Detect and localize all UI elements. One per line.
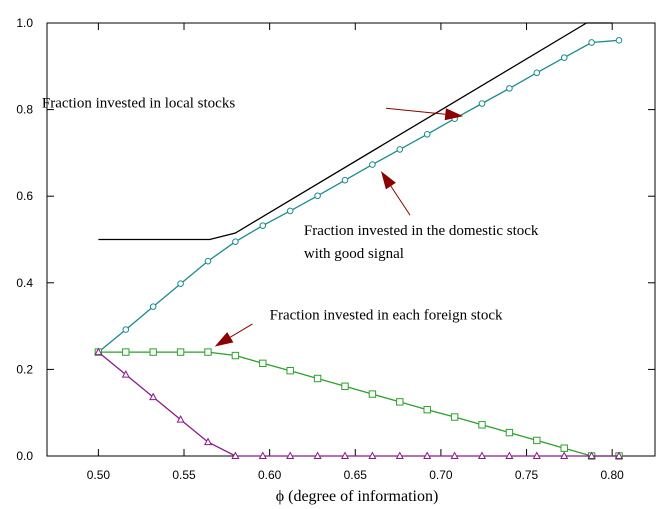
y-tick-label: 0.8 <box>16 103 33 117</box>
data-point <box>615 37 623 44</box>
annotation-arrow-head <box>214 332 234 347</box>
x-tick-label: 0.55 <box>172 468 196 482</box>
data-point <box>369 161 376 168</box>
series-line-4 <box>97 351 619 457</box>
data-point <box>286 366 294 375</box>
x-tick-label: 0.80 <box>601 468 625 482</box>
data-point <box>341 176 349 184</box>
series-line-3 <box>98 351 619 457</box>
data-point <box>176 415 185 423</box>
data-point <box>423 451 432 459</box>
y-tick-label: 0.0 <box>16 449 33 463</box>
data-point <box>122 348 130 356</box>
data-point <box>340 451 350 459</box>
data-point <box>396 146 404 153</box>
data-point <box>560 451 569 459</box>
data-point <box>286 207 294 215</box>
data-point <box>450 413 459 421</box>
data-point <box>368 390 377 398</box>
y-tick-label: 0.6 <box>16 189 33 203</box>
data-point <box>231 451 240 459</box>
data-point <box>121 370 130 378</box>
data-point <box>203 437 213 446</box>
data-point <box>477 451 487 459</box>
annotation-arrow-head <box>381 171 396 190</box>
annotation-text: Fraction invested in each foreign stock <box>270 308 503 324</box>
data-point <box>177 280 184 287</box>
annotation-text: with good signal <box>304 246 404 262</box>
data-point <box>341 382 349 390</box>
data-point <box>506 85 513 92</box>
data-point <box>176 348 185 356</box>
series-line-1 <box>98 22 613 241</box>
data-point <box>231 351 240 360</box>
y-tick-label: 0.4 <box>16 276 33 290</box>
annotation-arrow-shaft <box>386 107 446 115</box>
annotation-arrow-shaft <box>230 323 253 338</box>
annotation-arrow-head <box>444 108 464 121</box>
data-point <box>259 222 267 229</box>
x-tick-label: 0.75 <box>515 468 539 482</box>
data-point <box>94 347 103 356</box>
data-point <box>587 451 596 459</box>
data-point <box>505 451 514 459</box>
annotation-text: Fraction invested in local stocks <box>42 95 235 111</box>
data-point <box>450 451 459 459</box>
data-point <box>313 451 322 459</box>
x-tick-label: 0.70 <box>429 468 453 482</box>
data-point <box>505 428 514 437</box>
annotations-layer: Fraction invested in local stocks Fractio… <box>42 95 539 347</box>
data-point <box>396 398 404 406</box>
y-tick-label: 0.2 <box>16 362 33 376</box>
data-point <box>259 359 267 368</box>
data-point <box>258 451 267 459</box>
data-point <box>533 69 541 77</box>
x-tick-label: 0.60 <box>258 468 282 482</box>
data-point <box>588 39 595 46</box>
data-point <box>395 451 404 459</box>
data-point <box>423 130 431 138</box>
annotation-text: Fraction invested in the domestic stock <box>304 223 539 239</box>
data-point <box>149 303 157 310</box>
axis-ticks: 0.50 0.55 0.60 0.65 0.70 0.75 0.80 0.0 0.2 0.4 0.6… <box>16 16 655 482</box>
data-point <box>560 54 568 61</box>
data-point <box>478 421 486 429</box>
data-point <box>286 451 295 459</box>
data-point <box>423 405 431 414</box>
data-point <box>533 436 541 445</box>
data-point <box>532 451 541 459</box>
data-point <box>614 451 624 459</box>
annotation-arrow-shaft <box>390 185 411 216</box>
data-point <box>314 192 321 200</box>
data-point <box>149 348 157 356</box>
series-layer <box>94 22 624 460</box>
data-point <box>560 444 568 452</box>
x-tick-label: 0.65 <box>344 468 368 482</box>
data-point <box>478 100 486 107</box>
data-point <box>122 326 130 333</box>
x-axis-title: ϕ (degree of information) <box>276 488 439 505</box>
data-point <box>204 257 212 265</box>
data-point <box>313 374 322 383</box>
x-tick-label: 0.50 <box>87 468 111 482</box>
data-point <box>368 451 377 459</box>
y-tick-label: 1.0 <box>16 16 33 30</box>
series-line-2 <box>97 39 620 353</box>
data-point <box>232 238 239 245</box>
data-point <box>149 392 158 401</box>
data-point <box>204 348 212 356</box>
